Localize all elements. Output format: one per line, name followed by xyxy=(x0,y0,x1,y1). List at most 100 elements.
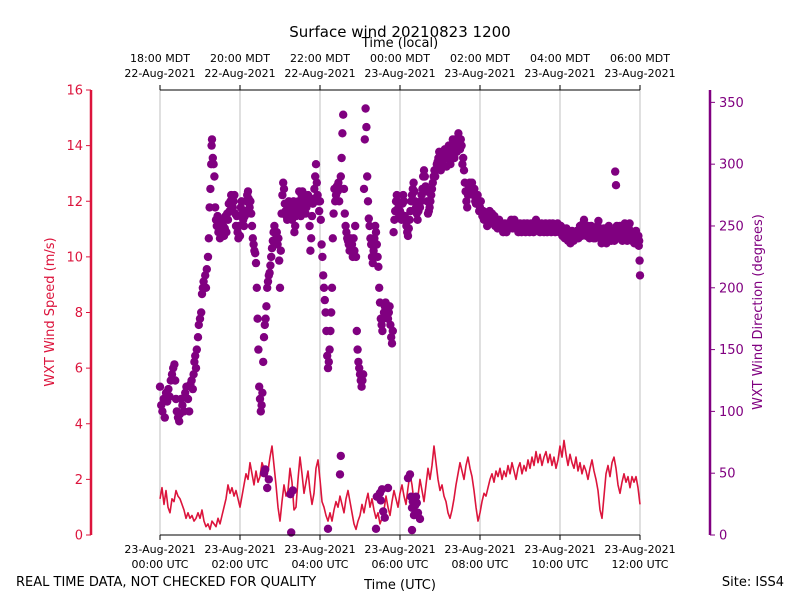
direction-point xyxy=(361,104,370,113)
direction-point xyxy=(246,197,255,206)
direction-point xyxy=(164,384,173,394)
bottom-tick-date: 23-Aug-2021 xyxy=(604,543,675,556)
direction-point xyxy=(260,320,269,330)
direction-point xyxy=(371,524,381,533)
direction-point xyxy=(473,190,482,200)
direction-point xyxy=(357,382,366,391)
direction-point xyxy=(371,221,380,231)
direction-point xyxy=(239,221,249,231)
direction-point xyxy=(415,514,425,524)
direction-point xyxy=(325,345,334,354)
direction-point xyxy=(364,214,373,223)
quality-disclaimer: REAL TIME DATA, NOT CHECKED FOR QUALITY xyxy=(16,575,317,590)
direction-point xyxy=(247,209,256,218)
left-tick-label: 12 xyxy=(66,195,83,210)
direction-point xyxy=(634,241,643,250)
direction-point xyxy=(419,166,429,175)
direction-point xyxy=(399,197,409,206)
site-label: Site: ISS4 xyxy=(721,575,784,590)
direction-point xyxy=(257,401,266,410)
direction-point xyxy=(413,215,422,224)
chart-title: Surface wind 20210823 1200 xyxy=(289,23,510,41)
direction-point xyxy=(353,345,362,354)
direction-point xyxy=(258,388,267,397)
direction-point xyxy=(263,277,273,286)
direction-point xyxy=(193,333,203,342)
direction-point xyxy=(267,252,276,262)
direction-point xyxy=(339,110,348,119)
direction-point xyxy=(363,197,373,206)
direction-point xyxy=(276,246,285,255)
top-tick-time: 04:00 MDT xyxy=(530,52,590,65)
bottom-tick-time: 06:00 UTC xyxy=(371,558,428,571)
direction-point xyxy=(373,252,382,262)
direction-point xyxy=(405,470,415,479)
direction-point xyxy=(338,129,347,138)
direction-point xyxy=(230,190,239,200)
bottom-tick-time: 10:00 UTC xyxy=(531,558,588,571)
direction-point xyxy=(275,256,284,265)
direction-point xyxy=(327,283,337,292)
direction-point xyxy=(316,215,325,224)
right-tick-label: 50 xyxy=(719,467,736,482)
direction-point xyxy=(358,376,367,385)
direction-point xyxy=(315,197,325,206)
direction-point xyxy=(249,240,258,249)
top-tick-time: 22:00 MDT xyxy=(290,52,350,65)
right-tick-label: 150 xyxy=(719,343,744,358)
direction-point xyxy=(371,228,381,237)
direction-point xyxy=(459,166,469,175)
axes: 18:00 MDT 22-Aug-2021 20:00 MDT 22-Aug-2021… xyxy=(66,52,743,571)
direction-point xyxy=(253,314,262,323)
direction-point xyxy=(265,268,274,278)
direction-point xyxy=(376,496,385,505)
direction-point xyxy=(360,135,369,144)
direction-point xyxy=(197,308,206,317)
direction-point xyxy=(323,363,333,373)
direction-point xyxy=(399,190,408,200)
direction-point xyxy=(259,357,268,367)
direction-point xyxy=(359,184,369,194)
direction-point xyxy=(311,160,321,169)
direction-point xyxy=(291,221,300,231)
direction-point xyxy=(263,283,272,292)
direction-point xyxy=(251,258,261,268)
direction-point xyxy=(372,240,381,249)
direction-point xyxy=(320,295,329,305)
direction-point xyxy=(384,308,393,317)
direction-point xyxy=(202,265,211,274)
direction-point xyxy=(191,363,201,373)
direction-point xyxy=(404,224,413,233)
direction-point xyxy=(420,172,429,181)
direction-point xyxy=(207,135,217,144)
direction-point xyxy=(339,184,349,194)
left-tick-label: 2 xyxy=(75,473,83,488)
top-tick-date: 22-Aug-2021 xyxy=(204,67,275,80)
direction-point xyxy=(427,190,436,200)
direction-point xyxy=(274,234,283,243)
bottom-tick-date: 23-Aug-2021 xyxy=(204,543,275,556)
direction-point xyxy=(210,172,219,181)
direction-point xyxy=(328,234,337,243)
direction-point xyxy=(389,228,398,237)
direction-point xyxy=(204,234,213,243)
direction-point xyxy=(354,357,363,367)
direction-point xyxy=(254,345,263,354)
direction-point xyxy=(476,197,485,206)
direction-point xyxy=(457,141,466,150)
top-tick-date: 23-Aug-2021 xyxy=(444,67,515,80)
right-tick-label: 250 xyxy=(719,219,744,234)
direction-point xyxy=(359,370,368,379)
top-tick-time: 20:00 MDT xyxy=(210,52,270,65)
direction-point xyxy=(337,153,346,163)
top-tick-date: 23-Aug-2021 xyxy=(364,67,435,80)
left-tick-label: 16 xyxy=(66,84,83,99)
direction-point xyxy=(319,271,328,280)
direction-point xyxy=(635,271,645,280)
direction-point xyxy=(160,413,169,422)
direction-series xyxy=(155,104,645,537)
direction-point xyxy=(459,153,468,163)
direction-point xyxy=(427,184,437,194)
direction-point xyxy=(312,178,321,187)
